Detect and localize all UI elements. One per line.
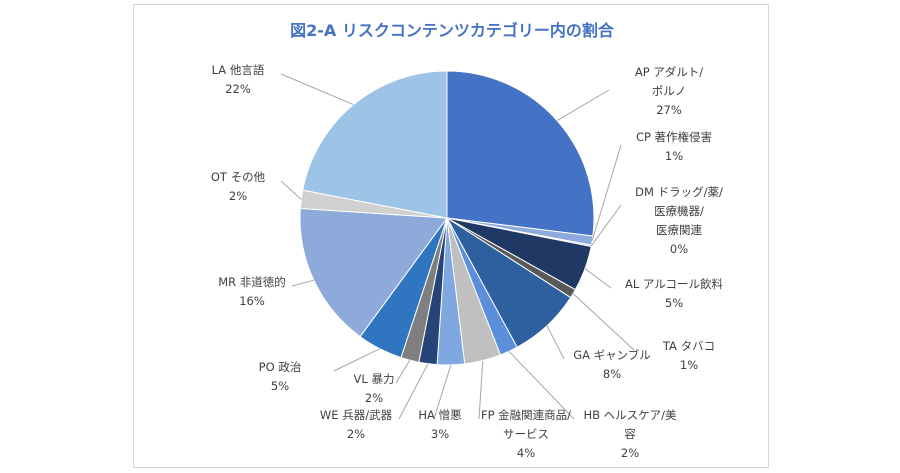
pie-slices [299, 70, 595, 366]
leader-line-ta [572, 293, 635, 351]
leader-line-la [280, 73, 354, 106]
slice-name-line: AL アルコール飲料 [625, 277, 724, 291]
slice-label-dm: DM ドラッグ/薬/医療機器/医療関連 0% [635, 185, 723, 256]
slice-name-line: CP 著作権侵害 [636, 130, 712, 144]
slice-percent: 2% [621, 446, 639, 460]
pie-chart: 図2-A リスクコンテンツカテゴリー内の割合 AP アダルト/ポルノ 27% CP … [211, 21, 724, 460]
slice-name-line: 医療機器/ [654, 204, 704, 218]
leader-lines [280, 73, 635, 420]
slice-label-ga: GA ギャンブル 8% [573, 348, 651, 381]
slice-label-ot: OT その他 2% [211, 170, 266, 203]
slice-percent: 27% [656, 103, 682, 117]
slice-name-line: TA タバコ [662, 339, 715, 353]
chart-frame: 図2-A リスクコンテンツカテゴリー内の割合 AP アダルト/ポルノ 27% CP … [133, 4, 769, 468]
slice-name-line: AP アダルト/ [635, 65, 703, 79]
slice-name-line: 容 [624, 427, 636, 441]
slice-name-line: HA 憎悪 [418, 408, 462, 422]
slice-percent: 1% [665, 149, 683, 163]
slice-percent: 2% [365, 391, 383, 405]
slice-percent: 8% [603, 367, 621, 381]
slice-name-line: PO 政治 [259, 360, 302, 374]
slice-name-line: FP 金融関連商品/ [481, 408, 571, 422]
slice-label-mr: MR 非道徳的 16% [218, 275, 286, 308]
pie-slice-ap [446, 70, 595, 237]
slice-name-line: VL 暴力 [354, 372, 395, 386]
slice-label-ha: HA 憎悪 3% [418, 408, 462, 441]
pie-slice-mr [299, 207, 448, 338]
leader-line-ot [280, 180, 302, 200]
leader-line-cp [591, 144, 622, 241]
slice-name-line: ポルノ [652, 84, 687, 98]
chart-title: 図2-A リスクコンテンツカテゴリー内の割合 [290, 21, 615, 40]
slice-name-line: GA ギャンブル [573, 348, 651, 362]
slice-labels: AP アダルト/ポルノ 27% CP 著作権侵害 1% DM ドラッグ/薬/医療機器/医… [211, 63, 724, 460]
slice-label-ta: TA タバコ 1% [662, 339, 715, 372]
leader-line-ha [433, 364, 452, 420]
slice-percent: 1% [680, 358, 698, 372]
slice-percent: 0% [670, 242, 688, 256]
leader-line-fp [478, 360, 484, 420]
slice-name-line: DM ドラッグ/薬/ [635, 185, 723, 199]
slice-label-fp: FP 金融関連商品/サービス 4% [481, 408, 571, 460]
slice-name-line: MR 非道徳的 [218, 275, 286, 289]
slice-name-line: OT その他 [211, 170, 266, 184]
leader-line-po [333, 348, 380, 372]
leader-line-al [584, 268, 612, 289]
slice-percent: 4% [517, 446, 535, 460]
leader-line-hb [508, 350, 575, 420]
slice-percent: 22% [225, 82, 251, 96]
slice-percent: 2% [347, 427, 365, 441]
slice-percent: 16% [239, 294, 265, 308]
leader-line-vl [395, 359, 411, 384]
leader-line-we [398, 363, 429, 420]
leader-line-ap [556, 89, 610, 122]
leader-line-ga [546, 325, 565, 360]
slice-name-line: 医療関連 [656, 223, 702, 237]
slice-label-la: LA 他言語 22% [212, 63, 265, 96]
slice-label-vl: VL 暴力 2% [354, 372, 395, 405]
slice-percent: 5% [271, 379, 289, 393]
slice-label-ap: AP アダルト/ポルノ 27% [635, 65, 703, 117]
slice-name-line: HB ヘルスケア/美 [583, 408, 677, 422]
slice-name-line: WE 兵器/武器 [320, 408, 393, 422]
slice-name-line: LA 他言語 [212, 63, 265, 77]
leader-line-dm [590, 204, 622, 247]
leader-line-mr [291, 279, 314, 287]
pie-slice-la [302, 70, 448, 219]
slice-name-line: サービス [503, 427, 549, 441]
slice-label-hb: HB ヘルスケア/美容 2% [583, 408, 677, 460]
slice-percent: 2% [229, 189, 247, 203]
slice-label-we: WE 兵器/武器 2% [320, 408, 393, 441]
slice-label-cp: CP 著作権侵害 1% [636, 130, 712, 163]
slice-label-po: PO 政治 5% [259, 360, 302, 393]
slice-percent: 3% [431, 427, 449, 441]
slice-percent: 5% [665, 296, 683, 310]
slice-label-al: AL アルコール飲料 5% [625, 277, 724, 310]
